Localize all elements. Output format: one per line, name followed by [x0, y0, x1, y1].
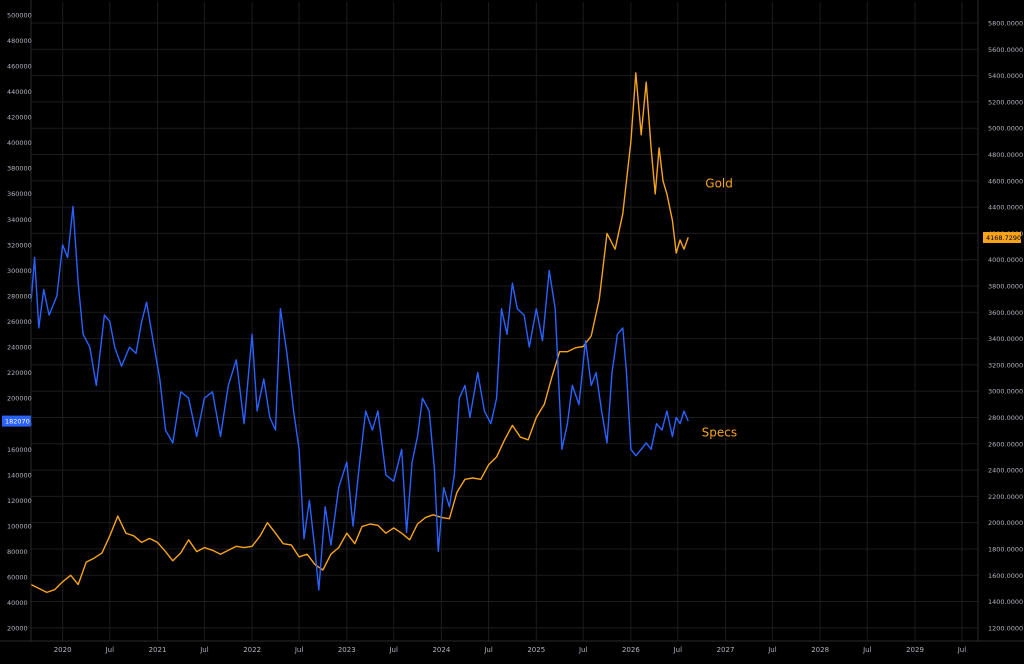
left-axis-tick-label: 420000 [7, 114, 32, 122]
left-last-value-badge [2, 415, 31, 427]
right-axis-tick-label: 1600.0000 [988, 572, 1023, 580]
right-axis-tick-label: 1400.0000 [988, 598, 1023, 606]
right-axis-tick-label: 4400.0000 [988, 204, 1023, 212]
time-axis-tick-label: 2028 [811, 646, 829, 654]
time-axis-tick-label: 2029 [906, 646, 924, 654]
right-axis-tick-label: 3000.0000 [988, 388, 1023, 396]
left-axis-tick-label: 160000 [7, 446, 32, 454]
left-last-value-label: 182070 [5, 418, 30, 426]
time-axis-tick-label: Jul [105, 646, 115, 654]
time-axis-tick-label: Jul [862, 646, 872, 654]
left-axis-tick-label: 280000 [7, 292, 32, 300]
time-axis-tick-label: Jul [578, 646, 588, 654]
left-axis-tick-label: 480000 [7, 37, 32, 45]
time-axis-tick-label: 2024 [432, 646, 450, 654]
right-last-value-badge [983, 232, 1021, 244]
right-axis-tick-label: 3200.0000 [988, 361, 1023, 369]
left-axis-tick-label: 200000 [7, 395, 32, 403]
left-axis-tick-label: 360000 [7, 190, 32, 198]
time-axis-tick-label: Jul [957, 646, 967, 654]
time-axis-tick-label: Jul [294, 646, 304, 654]
annotation-specs: Specs [702, 426, 737, 440]
time-axis[interactable]: 2020 Jul 2021 Jul 2022 Jul 2023 Jul 2024 Jul 2025 J… [0, 640, 1024, 654]
left-axis-tick-label: 340000 [7, 216, 32, 224]
time-axis-tick-label: Jul [199, 646, 209, 654]
right-axis-tick-label: 5400.0000 [988, 72, 1023, 80]
left-axis-tick-label: 300000 [7, 267, 32, 275]
left-axis-tick-label: 500000 [7, 11, 32, 19]
right-axis-tick-label: 1800.0000 [988, 545, 1023, 553]
time-axis-tick-label: 2020 [54, 646, 72, 654]
right-axis-tick-label: 4000.0000 [988, 256, 1023, 264]
series-layer [30, 72, 689, 594]
right-axis-tick-label: 2400.0000 [988, 467, 1023, 475]
time-axis-tick-label: Jul [767, 646, 777, 654]
right-axis-tick-label: 5000.0000 [988, 125, 1023, 133]
left-axis-tick-label: 40000 [7, 599, 28, 607]
annotation-gold: Gold [705, 176, 733, 190]
annotation-layer: Gold Specs [702, 176, 737, 439]
series-line-specs [30, 205, 689, 591]
left-axis-tick-label: 240000 [7, 344, 32, 352]
left-axis-tick-label: 260000 [7, 318, 32, 326]
left-axis-tick-label: 380000 [7, 165, 32, 173]
left-axis-tick-label: 460000 [7, 62, 32, 70]
right-axis-tick-label: 2600.0000 [988, 440, 1023, 448]
right-axis-tick-label: 5800.0000 [988, 20, 1023, 28]
time-axis-tick-label: Jul [673, 646, 683, 654]
left-axis-tick-label: 100000 [7, 522, 32, 530]
badge-layer: 182070 4168.7290 [2, 232, 1021, 427]
right-axis-tick-label: 2200.0000 [988, 493, 1023, 501]
left-price-axis[interactable]: 20000 40000 60000 80000 100000 120000 140000 16… [7, 0, 32, 641]
left-axis-tick-label: 60000 [7, 574, 28, 582]
left-axis-tick-label: 440000 [7, 88, 32, 96]
time-axis-tick-label: 2026 [622, 646, 640, 654]
time-axis-tick-label: 2027 [717, 646, 735, 654]
right-axis-tick-label: 4800.0000 [988, 151, 1023, 159]
time-axis-tick-label: Jul [388, 646, 398, 654]
left-axis-tick-label: 320000 [7, 241, 32, 249]
left-axis-tick-label: 400000 [7, 139, 32, 147]
right-axis-tick-label: 3600.0000 [988, 309, 1023, 317]
right-axis-tick-label: 2000.0000 [988, 519, 1023, 527]
right-axis-tick-label: 3800.0000 [988, 283, 1023, 291]
right-axis-tick-label: 3400.0000 [988, 335, 1023, 343]
left-axis-tick-label: 120000 [7, 497, 32, 505]
right-price-axis[interactable]: 1200.0000 1400.0000 1600.0000 1800.0000 2000… [977, 0, 1023, 641]
time-axis-tick-label: Jul [483, 646, 493, 654]
left-axis-tick-label: 20000 [7, 625, 28, 633]
time-axis-tick-label: 2023 [338, 646, 356, 654]
time-axis-tick-label: 2022 [243, 646, 261, 654]
right-axis-tick-label: 2800.0000 [988, 414, 1023, 422]
right-axis-tick-label: 5600.0000 [988, 46, 1023, 54]
series-line-gold [30, 72, 689, 594]
right-axis-tick-label: 5200.0000 [988, 98, 1023, 106]
left-axis-tick-label: 220000 [7, 369, 32, 377]
time-axis-tick-label: 2021 [149, 646, 167, 654]
left-axis-tick-label: 80000 [7, 548, 28, 556]
left-axis-tick-label: 140000 [7, 471, 32, 479]
time-axis-tick-label: 2025 [527, 646, 545, 654]
grid-layer [31, 2, 978, 641]
right-axis-tick-label: 4600.0000 [988, 177, 1023, 185]
right-last-value-label: 4168.7290 [986, 234, 1021, 242]
right-axis-tick-label: 1200.0000 [988, 624, 1023, 632]
